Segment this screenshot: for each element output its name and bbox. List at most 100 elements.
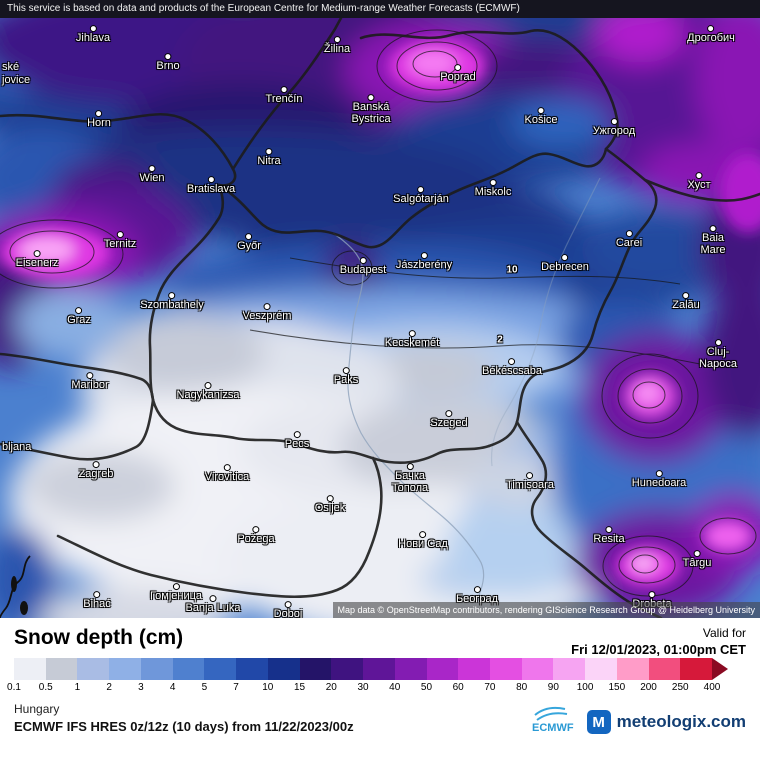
city-label: Дрогобич (687, 25, 735, 45)
city-label: Гомјеница (150, 583, 202, 603)
meteologix-brand[interactable]: M meteologix.com (586, 710, 746, 734)
city-label: Zalău (672, 292, 700, 312)
legend-color-segment (172, 658, 205, 680)
city-marker-dot (75, 307, 83, 315)
city-marker-dot (408, 330, 416, 338)
city-label: Baia Mare (690, 225, 737, 257)
city-label: Trenčín (266, 86, 302, 106)
city-marker-dot (342, 367, 350, 375)
city-label: bljana (2, 441, 32, 454)
legend-tick-label: 150 (608, 682, 626, 693)
city-marker-dot (245, 233, 253, 241)
city-label: Maribor (71, 372, 109, 392)
city-marker-dot (223, 464, 231, 472)
city-label: Београд (456, 586, 498, 606)
city-label: Szombathely (140, 292, 204, 312)
legend-tick-label: 1 (74, 682, 81, 693)
region-label: Hungary (14, 702, 60, 716)
city-marker-dot (454, 64, 462, 72)
city-marker-dot (537, 107, 545, 115)
legend-color-segment (426, 658, 459, 680)
city-marker-dot (89, 25, 97, 33)
city-marker-dot (693, 550, 701, 558)
city-label: Košice (524, 107, 558, 127)
legend-tick-label: 80 (516, 682, 528, 693)
city-label: Bihać (83, 591, 111, 611)
legend-tick-label: 3 (138, 682, 144, 693)
meteologix-logo-icon: M (586, 710, 611, 734)
city-marker-dot (526, 472, 534, 480)
legend-color-segment (45, 658, 78, 680)
legend-tick-label: 100 (576, 682, 594, 693)
ecmwf-logo-icon: ECMWF (532, 706, 574, 734)
city-label: Horn (87, 110, 111, 130)
legend-tick-label: 15 (293, 682, 306, 693)
city-label: Poprad (440, 64, 476, 84)
city-label: Бачка Топола (392, 463, 428, 495)
legend-color-segment (267, 658, 300, 680)
legend-tick-label: 0.1 (7, 682, 21, 693)
city-label: jovice (2, 74, 31, 87)
city-marker-dot (695, 172, 703, 180)
city-marker-dot (284, 601, 292, 609)
city-marker-dot (116, 231, 124, 239)
city-label: Virovitica (205, 464, 249, 484)
city-label: Hunedoara (632, 470, 686, 490)
city-label: Timișoara (506, 472, 554, 492)
country-borders (0, 18, 760, 618)
city-marker-dot (420, 252, 428, 260)
legend-tick-label: 90 (547, 682, 559, 693)
city-marker-dot (95, 110, 103, 118)
city-label: Bratislava (187, 176, 235, 196)
rivers (332, 177, 601, 596)
city-marker-dot (489, 179, 497, 187)
city-marker-dot (367, 94, 375, 102)
legend-ticks: 0.1 0.5 1 2 3 4 5 7 10 15 20 30 40 50 60 70 80 90 100 150 20… (7, 680, 728, 694)
contour-value-label: 10 (506, 264, 518, 276)
legend-tick-label: 60 (452, 682, 464, 693)
legend-tick-label: 40 (389, 682, 401, 693)
legend-color-segment (109, 658, 141, 680)
city-label: Jihlava (76, 25, 110, 45)
legend-color-segment (394, 658, 427, 680)
city-marker-dot (714, 339, 722, 347)
city-label: Resita (593, 526, 625, 546)
legend-tick-label: 4 (169, 682, 176, 693)
model-info: ECMWF IFS HRES 0z/12z (10 days) from 11/… (14, 719, 354, 734)
legend-color-segment (77, 658, 110, 680)
city-label: Nagykanizsa (177, 382, 239, 402)
map-container[interactable]: Jihlava Brno Žilina Poprad Trenčín Banská Bys… (0, 18, 760, 618)
city-label: Banja Luka (185, 595, 241, 615)
ecmwf-logo-text: ECMWF (532, 722, 574, 734)
city-marker-dot (648, 591, 656, 599)
city-marker-dot (707, 25, 715, 33)
city-label: Cluj-Napoca (697, 339, 739, 371)
disclaimer-text: This service is based on data and produc… (7, 3, 520, 14)
snow-depth-map (0, 18, 760, 618)
city-label: Miskolc (475, 179, 511, 199)
city-label: ské (2, 61, 20, 74)
city-marker-dot (263, 303, 271, 311)
city-marker-dot (265, 148, 273, 156)
city-marker-dot (561, 254, 569, 262)
city-marker-dot (172, 583, 180, 591)
city-label: Szeged (430, 410, 468, 430)
map-city-layer: Jihlava Brno Žilina Poprad Trenčín Banská Bys… (0, 18, 760, 618)
city-marker-dot (168, 292, 176, 300)
city-marker-dot (473, 586, 481, 594)
city-marker-dot (209, 595, 217, 603)
city-label: Doboj (274, 601, 302, 618)
city-marker-dot (293, 431, 301, 439)
city-label: Banská Bystrica (351, 94, 391, 126)
contour-lines (0, 29, 757, 597)
city-label: Nitra (257, 148, 281, 168)
city-label: Paks (334, 367, 358, 387)
city-label: Salgótarján (393, 186, 449, 206)
city-marker-dot (280, 86, 288, 94)
city-marker-dot (86, 372, 94, 380)
legend-color-segment (204, 658, 237, 680)
city-marker-dot (406, 463, 414, 471)
city-label: Ternitz (104, 231, 136, 251)
legend-tick-label: 5 (201, 682, 208, 693)
city-label: Eisenerz (16, 250, 58, 270)
